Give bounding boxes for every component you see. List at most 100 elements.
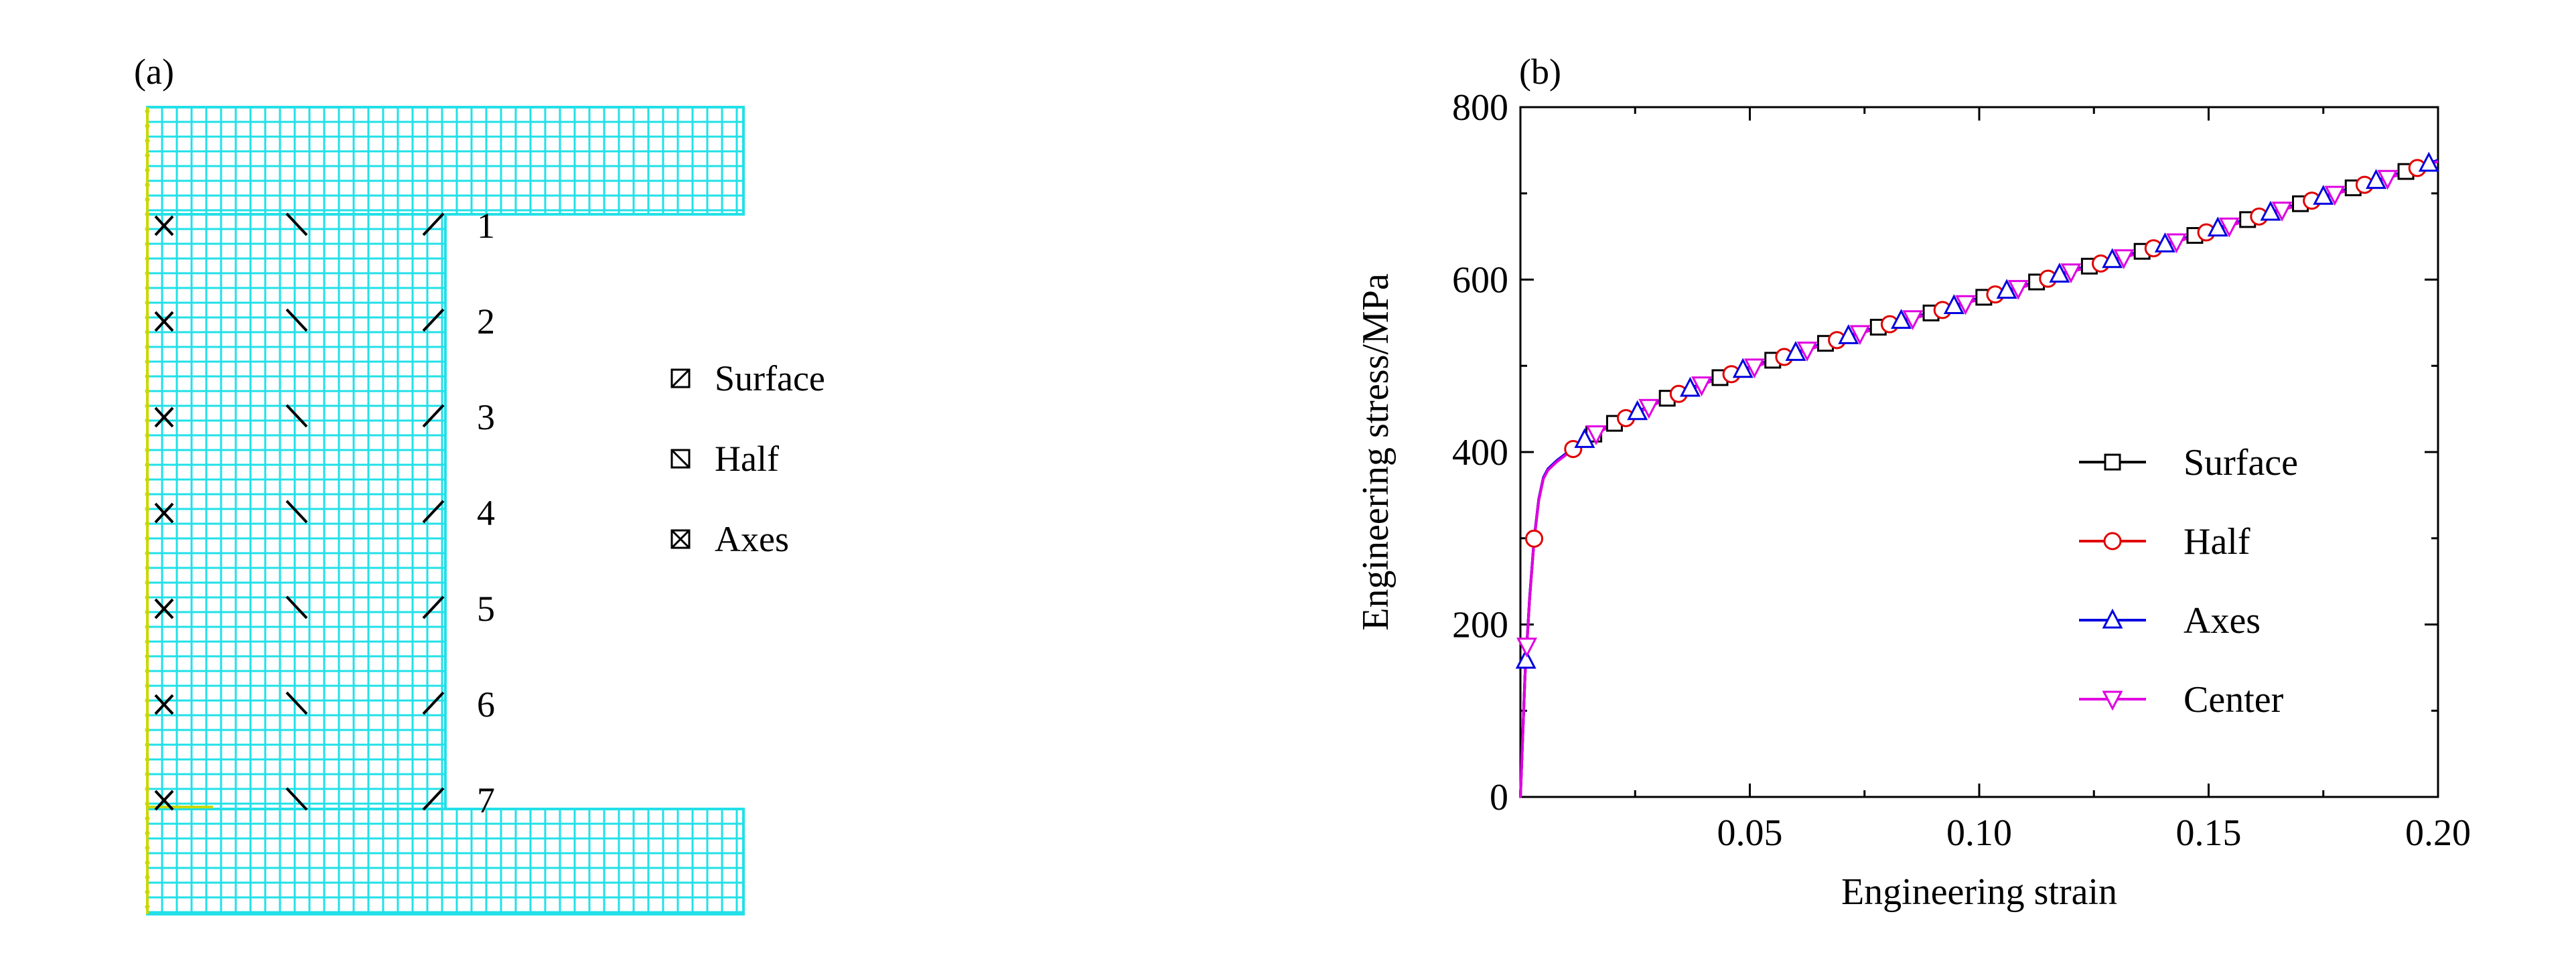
legend-label: Axes [2184,600,2261,642]
legend-label: Half [715,439,779,479]
axis-node [145,506,150,512]
legend-item-center: Center [2079,679,2284,721]
axis-node [145,226,150,232]
y-axis-label: Engineering stress/MPa [1355,273,1397,631]
mesh-region [146,106,745,216]
axis-node [145,565,150,571]
axis-node [145,492,150,497]
axis-node [145,698,150,703]
axis-node [145,359,150,364]
half-slash-marker [285,691,308,715]
axis-node [145,639,150,644]
axis-node [145,241,150,246]
axes-cross-marker [154,407,174,428]
square-cross-icon [670,529,691,549]
axis-node [145,300,150,305]
axis-node [145,182,150,188]
series-line-center [1519,160,2439,798]
legend-item-surface: Surface [2079,442,2298,484]
axis-node [145,197,150,202]
data-marker-axes [2260,200,2281,221]
axis-node [145,315,150,320]
axis-node [145,418,150,423]
legend-label: Axes [715,519,789,559]
mesh-region [146,808,745,915]
element-markers [154,212,445,811]
surface-slash-marker [422,691,445,715]
x-tick-label: 0.20 [2405,812,2471,854]
axis-node [145,447,150,453]
legend-marker [2103,532,2122,550]
data-marker-center [1691,376,1713,396]
surface-slash-marker [422,212,445,236]
data-marker-axes [1679,376,1701,397]
half-slash-marker [285,500,308,524]
row-label: 5 [477,589,495,629]
data-marker-axes [1838,324,1859,344]
data-marker-center [2377,169,2399,190]
marker-row [154,595,445,619]
axis-node [145,344,150,350]
data-marker-center [2324,186,2346,206]
chart-legend: Surface Half Axes Center [2079,442,2298,721]
surface-slash-marker [422,787,445,811]
data-marker-axes [2049,263,2070,283]
series-markers [1515,151,2439,669]
axis-node [145,654,150,659]
data-marker-center [1585,425,1607,445]
panel-a-legend: Surface Half Axes [670,358,825,559]
legend-label: Surface [715,358,825,398]
marker-row [154,500,445,524]
data-marker-axes [1996,279,2017,299]
axis-node [145,108,150,114]
square-backslash-icon [670,449,691,469]
data-marker-center [2060,263,2082,284]
surface-slash-marker [422,308,445,332]
axis-ticks [1520,106,2439,798]
data-marker-center [2271,202,2293,222]
panel-a-label: (a) [134,52,174,92]
half-slash-marker [285,308,308,332]
legend-label: Half [2184,521,2250,563]
marker-row [154,787,445,811]
data-marker-center [2007,280,2029,300]
data-marker-center [1902,310,1924,330]
data-marker-axes [1891,309,1912,329]
x-axis-label: Engineering strain [1841,871,2117,913]
legend-item-half: Half [2079,521,2250,563]
axes-cross-marker [154,598,174,619]
axis-node [145,138,150,143]
data-marker-center [1638,398,1660,419]
data-marker-axes [2418,151,2439,172]
data-marker-center [1743,358,1765,379]
axis-node [145,374,150,379]
axis-node [145,271,150,276]
axis-node [145,668,150,674]
axis-node [145,123,150,129]
data-marker-axes [1574,428,1595,448]
markers-center [1516,169,2399,658]
axis-node [145,580,150,585]
axis-node [145,285,150,291]
markers-axes [1515,151,2439,669]
axis-node [145,786,150,792]
axis-node [145,713,150,718]
axis-node [145,167,150,173]
axis-node [145,153,150,158]
data-marker-axes [2154,232,2175,252]
data-marker-center [2218,217,2240,238]
axis-node [145,388,150,394]
axis-node [145,521,150,526]
row-label: 3 [477,397,495,437]
axis-node [145,624,150,630]
legend-marker [2102,690,2123,711]
data-marker-center [1954,295,1976,315]
axis-node [145,550,150,556]
half-slash-marker [285,595,308,619]
data-marker-axes [1943,294,1964,315]
axis-node [145,462,150,467]
series-line-half [1519,159,2439,798]
data-marker-half [1525,529,1544,548]
axis-node [145,904,150,909]
